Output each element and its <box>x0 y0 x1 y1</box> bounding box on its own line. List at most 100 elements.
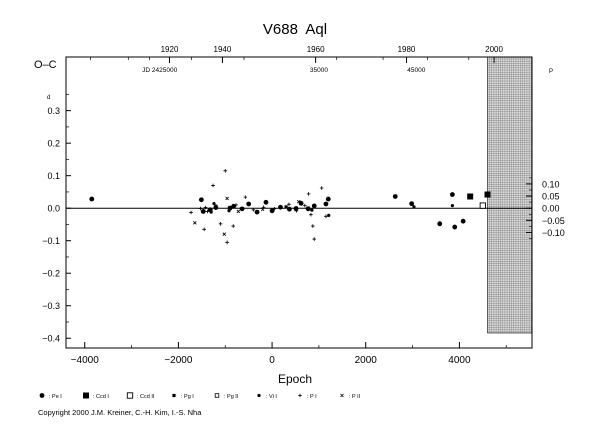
top-tick-label: 1940 <box>214 45 232 54</box>
right-axis-unit: P <box>549 69 553 75</box>
data-point <box>311 224 315 228</box>
data-point <box>205 209 210 214</box>
shaded-region <box>487 56 533 334</box>
legend-marker <box>172 393 176 398</box>
data-point <box>284 205 288 209</box>
data-point <box>254 209 260 215</box>
legend-marker <box>257 393 261 398</box>
right-tick-label: 0.00 <box>542 204 560 214</box>
data-point <box>225 196 229 201</box>
top-tick-label: 1980 <box>398 45 416 54</box>
left-y-ticks: 0.3 0.2 0.1 0.0 −0.1 −0.2 −0.3 −0.4 <box>42 94 71 344</box>
data-point <box>234 203 238 207</box>
shaded-band <box>487 56 533 334</box>
top-tick-label: 2000 <box>485 45 503 54</box>
data-point <box>311 203 317 209</box>
data-point <box>89 196 95 202</box>
y-axis-label-text: O–C <box>34 59 57 71</box>
data-point <box>212 202 216 206</box>
data-point <box>214 204 218 208</box>
legend-marker <box>340 393 344 398</box>
right-tick-label: −0.10 <box>542 228 565 238</box>
jd-label: 45000 <box>407 67 425 74</box>
data-point <box>305 206 311 212</box>
data-point <box>231 224 235 228</box>
data-point <box>272 207 277 211</box>
data-point <box>209 210 213 214</box>
data-point <box>218 221 223 226</box>
data-point <box>324 214 328 219</box>
plot-border <box>65 56 533 349</box>
data-point <box>312 237 317 241</box>
y-tick-label: 0.2 <box>47 139 60 149</box>
y-tick-label: −0.4 <box>42 334 60 344</box>
data-point <box>263 199 269 205</box>
legend-label: : Pe I <box>49 394 62 400</box>
data-point <box>203 205 208 210</box>
data-point <box>251 208 256 212</box>
data-point <box>392 194 398 199</box>
data-point <box>294 208 299 213</box>
data-point <box>323 201 329 207</box>
data-point <box>278 204 283 210</box>
data-point <box>211 183 215 188</box>
y-tick-label: 0.1 <box>47 171 60 181</box>
data-point <box>296 199 301 204</box>
data-point <box>286 206 292 212</box>
data-points <box>89 168 491 245</box>
bottom-x-ticks: −4000 −2000 0 2000 4000 <box>71 342 507 366</box>
data-point <box>298 200 304 206</box>
data-point <box>228 205 232 210</box>
legend-marker <box>39 393 45 398</box>
x-axis-label: Epoch <box>278 372 312 386</box>
data-point <box>200 209 206 214</box>
data-point <box>202 227 206 232</box>
legend-marker <box>83 392 89 399</box>
x-tick-label: −4000 <box>71 355 100 366</box>
data-point <box>325 196 331 202</box>
data-point <box>438 221 442 225</box>
legend-label: : Ccd II <box>137 394 155 400</box>
data-point <box>306 192 311 196</box>
data-point <box>467 193 474 200</box>
data-point <box>222 232 227 236</box>
copyright-text: Copyright 2000 J.M. Kreiner, C.-H. Kim, … <box>38 408 202 417</box>
legend-label: : P I <box>307 394 317 400</box>
data-point <box>269 208 275 214</box>
right-tick-label: −0.05 <box>542 216 565 226</box>
x-tick-label: 4000 <box>448 355 471 366</box>
data-point <box>303 203 307 208</box>
data-point <box>412 205 416 209</box>
data-point <box>450 203 454 208</box>
data-point <box>319 186 324 190</box>
legend-item: : Vi I <box>257 393 277 400</box>
data-point <box>193 221 197 225</box>
data-point <box>198 206 203 211</box>
right-tick-label: 0.10 <box>542 179 560 189</box>
top-tick-label: 1960 <box>307 45 325 54</box>
data-point <box>198 197 204 203</box>
legend-marker <box>214 393 220 398</box>
data-point <box>227 209 231 213</box>
data-point <box>287 202 291 207</box>
data-point <box>310 208 314 212</box>
chart-title: V688 Aql <box>263 21 327 38</box>
jd-labels: JD 2425000 35000 45000 <box>142 67 426 74</box>
data-point <box>260 207 265 212</box>
data-point <box>309 212 313 217</box>
data-point <box>484 191 491 198</box>
data-point <box>223 168 228 173</box>
data-point <box>239 206 245 212</box>
legend-item: : P II <box>340 393 361 400</box>
x-tick-label: 0 <box>269 355 275 366</box>
x-tick-label: 2000 <box>355 355 378 366</box>
data-point <box>243 195 248 199</box>
y-axis-label: O–C d <box>34 59 57 101</box>
y-axis-unit: d <box>47 95 50 101</box>
legend-item: : Pe I <box>39 393 62 400</box>
legend-item: : Pg I <box>172 393 194 400</box>
legend-item: : Ccd I <box>83 392 109 400</box>
legend-label: : Ccd I <box>93 394 109 400</box>
legend-label: : Pg II <box>224 394 239 400</box>
